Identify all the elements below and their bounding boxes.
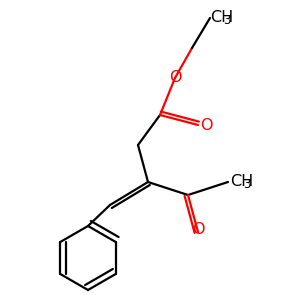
Text: O: O — [169, 70, 181, 86]
Text: CH: CH — [210, 11, 233, 26]
Text: CH: CH — [230, 175, 253, 190]
Text: O: O — [200, 118, 212, 133]
Text: O: O — [192, 223, 204, 238]
Text: 3: 3 — [223, 14, 230, 28]
Text: 3: 3 — [243, 178, 250, 191]
